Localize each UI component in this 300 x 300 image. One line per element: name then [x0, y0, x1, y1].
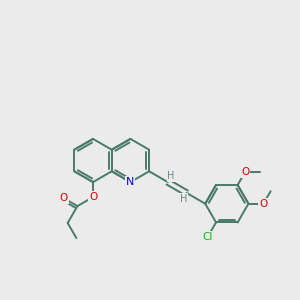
- Text: Cl: Cl: [202, 232, 213, 242]
- Text: N: N: [126, 177, 135, 187]
- Text: H: H: [167, 171, 175, 182]
- Text: O: O: [259, 199, 268, 209]
- Text: O: O: [89, 192, 97, 202]
- Text: H: H: [179, 194, 187, 204]
- Text: O: O: [241, 167, 249, 177]
- Text: O: O: [60, 193, 68, 203]
